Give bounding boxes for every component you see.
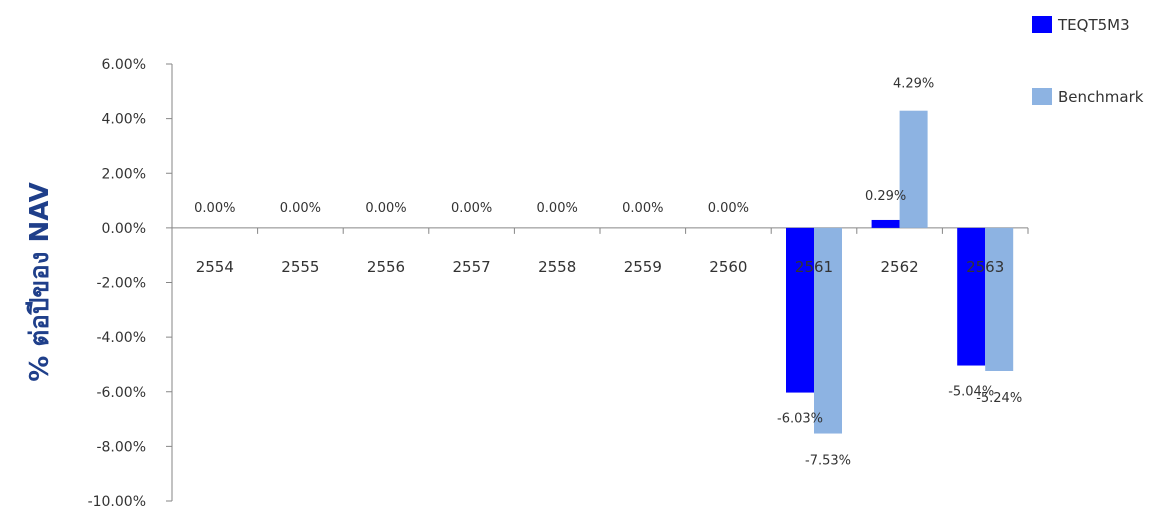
y-tick-label: -2.00% — [96, 276, 146, 292]
legend-label: Benchmark — [1058, 88, 1144, 106]
legend-label: TEQT5M3 — [1057, 16, 1130, 34]
legend-swatch — [1032, 88, 1052, 105]
data-label-teqt5m3: 0.00% — [194, 201, 235, 216]
data-label-benchmark: 4.29% — [893, 77, 934, 92]
x-category-label: 2561 — [795, 258, 833, 276]
bar-teqt5m3 — [786, 227, 814, 393]
y-tick-label: -6.00% — [96, 385, 146, 401]
legend: TEQT5M3 Benchmark — [1032, 16, 1144, 106]
x-category-label: 2555 — [281, 258, 319, 276]
data-label-teqt5m3: 0.29% — [865, 189, 906, 204]
data-label-teqt5m3: -6.03% — [777, 412, 823, 427]
x-category-label: 2562 — [881, 258, 919, 276]
data-label-teqt5m3: 0.00% — [365, 201, 406, 216]
y-tick-label: 4.00% — [102, 112, 146, 128]
data-label-teqt5m3: -5.04% — [948, 385, 994, 400]
x-category-label: 2560 — [709, 258, 747, 276]
data-label-teqt5m3: 0.00% — [451, 201, 492, 216]
x-category-label: 2563 — [966, 258, 1004, 276]
data-label-teqt5m3: 0.00% — [708, 201, 749, 216]
bar-teqt5m3 — [957, 227, 986, 366]
data-label-teqt5m3: 0.00% — [622, 201, 663, 216]
x-category-label: 2556 — [367, 258, 405, 276]
legend-swatch — [1032, 16, 1052, 33]
data-label-teqt5m3: 0.00% — [280, 201, 321, 216]
bar-teqt5m3 — [871, 219, 900, 228]
x-category-label: 2559 — [624, 258, 662, 276]
data-label-benchmark: -7.53% — [805, 454, 851, 469]
bar-benchmark — [899, 110, 928, 228]
y-tick-label: 6.00% — [102, 57, 146, 73]
y-tick-label: -10.00% — [88, 494, 146, 509]
bar-benchmark — [985, 227, 1014, 371]
data-label-teqt5m3: 0.00% — [537, 201, 578, 216]
x-category-label: 2558 — [538, 258, 576, 276]
bar-benchmark — [814, 227, 842, 434]
data-label-benchmark: -5.24% — [976, 391, 1022, 406]
x-category-label: 2554 — [196, 258, 234, 276]
y-tick-label: -8.00% — [96, 439, 146, 455]
y-tick-label: 0.00% — [102, 221, 146, 237]
y-axis-title: % ต่อปีของ NAV — [25, 182, 55, 381]
y-tick-label: 2.00% — [102, 166, 146, 182]
y-tick-label: -4.00% — [96, 330, 146, 346]
x-category-label: 2557 — [453, 258, 491, 276]
